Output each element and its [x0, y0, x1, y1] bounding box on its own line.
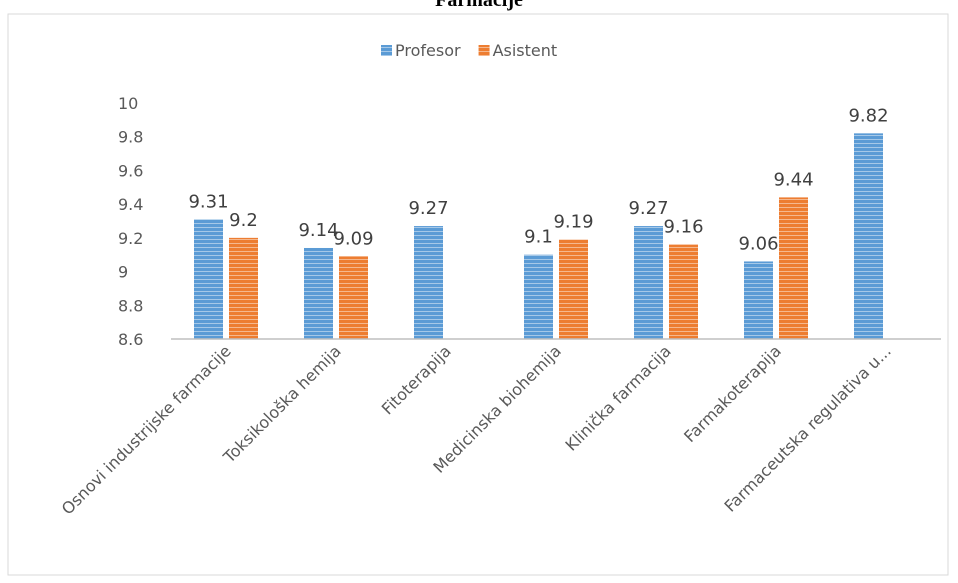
- value-label: 9.06: [738, 233, 778, 254]
- y-tick-label: 9.4: [118, 195, 143, 214]
- value-label: 9.16: [663, 217, 703, 238]
- y-tick-label: 8.6: [118, 330, 143, 349]
- legend-swatch: [478, 45, 490, 56]
- bar: [414, 226, 443, 339]
- bar: [634, 226, 663, 339]
- legend-swatch: [381, 45, 392, 56]
- y-tick-label: 9: [118, 263, 128, 282]
- bar: [559, 239, 588, 339]
- bar: [194, 219, 223, 339]
- value-label: 9.19: [553, 212, 593, 233]
- bar: [669, 244, 698, 339]
- bar: [854, 133, 883, 339]
- y-tick-label: 9.8: [118, 128, 143, 147]
- value-label: 9.44: [773, 169, 813, 190]
- value-label: 9.27: [628, 198, 668, 219]
- bar: [779, 197, 808, 339]
- y-tick-label: 10: [118, 94, 138, 113]
- bar: [304, 247, 333, 339]
- y-tick-label: 8.8: [118, 296, 143, 315]
- y-tick-label: 9.6: [118, 161, 143, 180]
- value-label: 9.27: [408, 198, 448, 219]
- value-label: 9.09: [333, 228, 373, 249]
- bar: [524, 254, 553, 339]
- legend-label: Asistent: [493, 41, 558, 60]
- bar: [229, 237, 258, 339]
- value-label: 9.2: [229, 210, 258, 231]
- chart-title: Farmacije: [435, 0, 523, 11]
- value-label: 9.82: [848, 105, 888, 126]
- bar: [339, 256, 368, 339]
- bar: [744, 261, 773, 339]
- y-tick-label: 9.2: [118, 229, 143, 248]
- legend-label: Profesor: [395, 41, 461, 60]
- value-label: 9.1: [524, 227, 553, 248]
- value-label: 9.31: [188, 191, 228, 212]
- value-label: 9.14: [298, 220, 338, 241]
